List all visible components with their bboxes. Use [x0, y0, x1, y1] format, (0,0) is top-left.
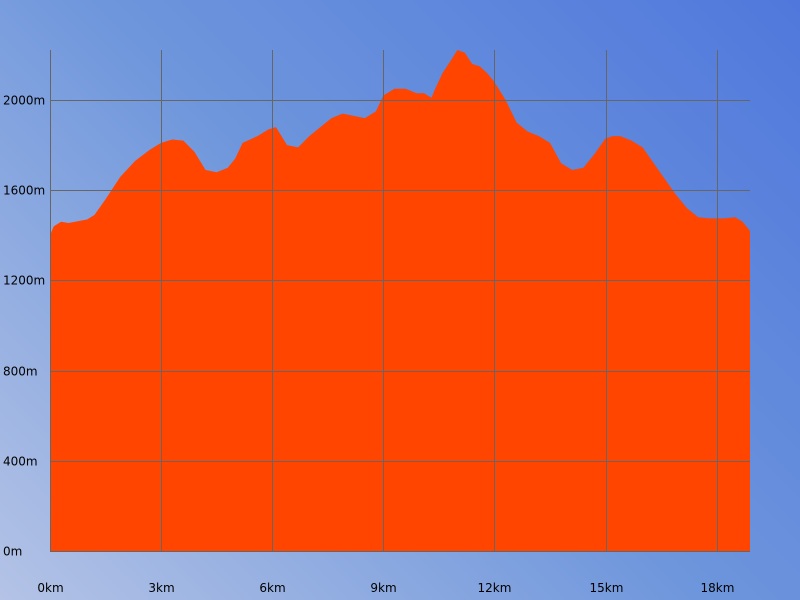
y-tick-label: 1600m	[3, 184, 45, 198]
x-tick-label: 15km	[590, 581, 624, 595]
y-tick-label: 2000m	[3, 94, 45, 108]
y-tick-label: 800m	[3, 365, 38, 379]
y-tick-labels: 0m 400m 800m 1200m 1600m 2000m	[3, 94, 45, 559]
x-tick-label: 3km	[148, 581, 174, 595]
x-tick-label: 18km	[701, 581, 735, 595]
y-tick-label: 0m	[3, 545, 22, 559]
axes	[50, 50, 750, 552]
x-tick-label: 12km	[478, 581, 512, 595]
x-tick-labels: 0km 3km 6km 9km 12km 15km 18km	[37, 581, 734, 595]
x-tick-label: 9km	[370, 581, 396, 595]
x-tick-label: 6km	[259, 581, 285, 595]
y-tick-label: 1200m	[3, 274, 45, 288]
y-tick-label: 400m	[3, 455, 38, 469]
x-tick-label: 0km	[37, 581, 63, 595]
elevation-area	[50, 50, 750, 551]
